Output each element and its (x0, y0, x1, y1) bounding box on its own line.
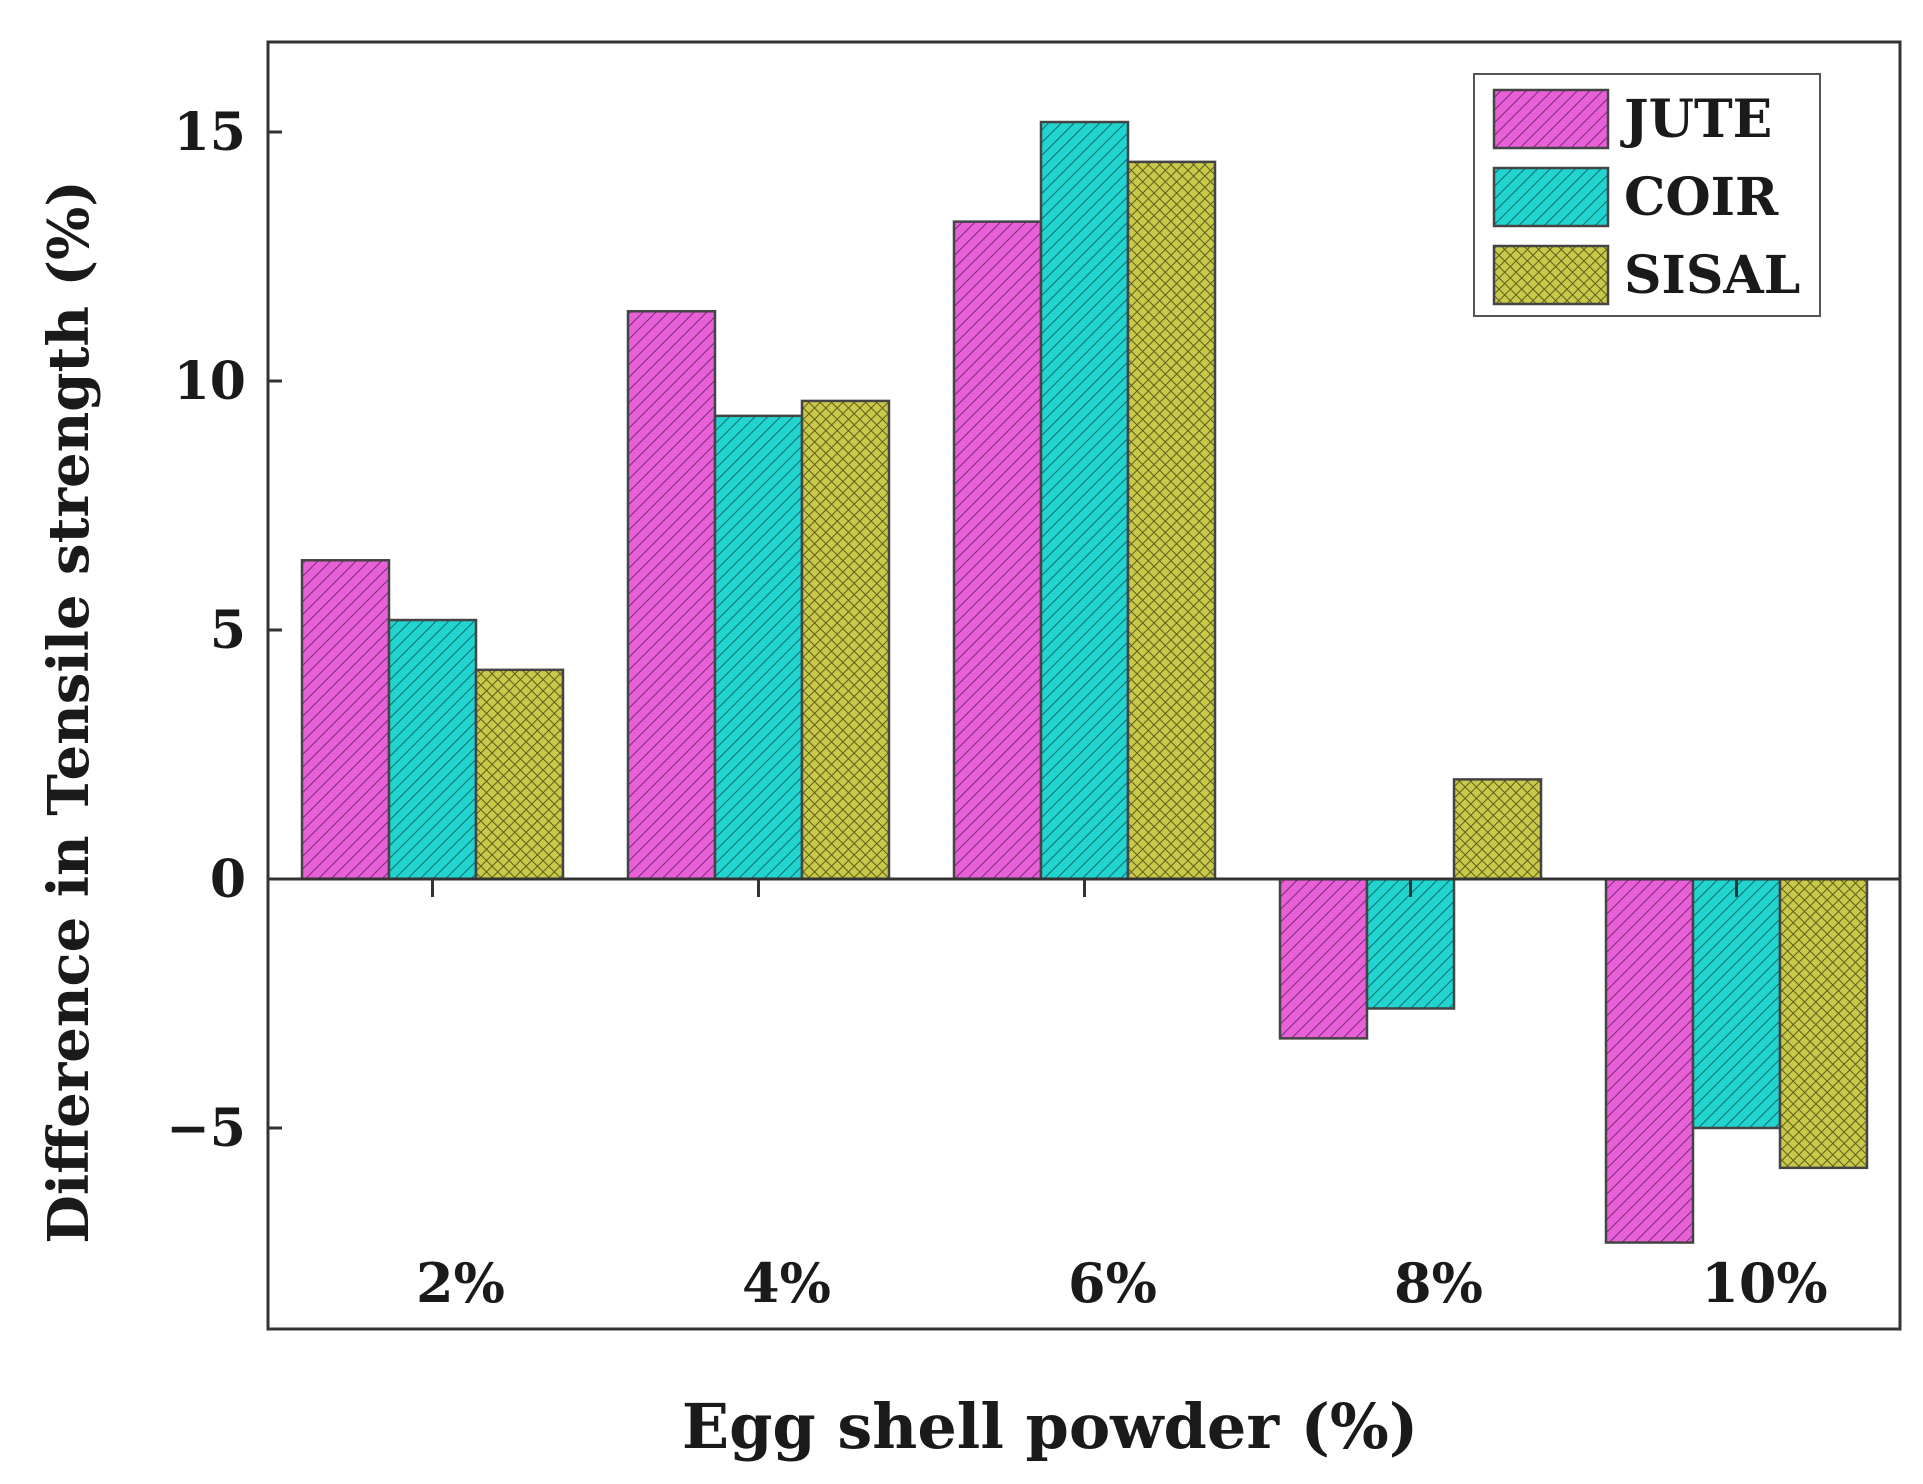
bar-sisal-0 (474, 668, 565, 881)
legend: JUTE COIR SISAL (1473, 73, 1821, 317)
x-axis: 2% 4% 6% 8% 10% (416, 879, 1828, 1315)
y-axis: −5 0 5 10 15 (166, 102, 282, 1159)
x-tick-label: 8% (1394, 1251, 1483, 1315)
y-tick-label: 5 (210, 600, 246, 661)
bar-sisal-2 (1126, 160, 1217, 881)
bar-coir-4 (1691, 877, 1782, 1130)
bar-sisal-4 (1778, 877, 1869, 1170)
bar-coir-1 (713, 414, 804, 881)
legend-label-sisal: SISAL (1624, 245, 1800, 306)
bar-jute-0 (300, 559, 391, 881)
bar-coir-2 (1039, 120, 1130, 881)
bar-jute-1 (626, 310, 717, 881)
bar-coir-0 (387, 618, 478, 881)
bar-jute-4 (1604, 877, 1695, 1244)
plot-frame (266, 40, 1902, 1331)
y-tick-label: 15 (174, 102, 246, 163)
bar-jute-3 (1278, 877, 1369, 1040)
y-tick-label: 10 (174, 351, 246, 412)
y-axis-title: Difference in Tensile strength (%) (36, 180, 102, 1243)
legend-label-coir: COIR (1624, 167, 1779, 228)
legend-swatch-coir (1492, 166, 1610, 228)
y-tick-label: −5 (166, 1098, 246, 1159)
y-tick-label: 0 (210, 849, 246, 910)
legend-swatch-jute (1492, 88, 1610, 150)
x-tick-label: 2% (416, 1251, 505, 1315)
x-tick-label: 10% (1701, 1251, 1827, 1315)
bar-sisal-1 (800, 399, 891, 881)
x-axis-title: Egg shell powder (%) (682, 1390, 1418, 1463)
x-tick-label: 6% (1068, 1251, 1157, 1315)
bar-jute-2 (952, 220, 1043, 881)
legend-label-jute: JUTE (1620, 89, 1772, 150)
x-tick-label: 4% (742, 1251, 831, 1315)
legend-swatch-sisal (1492, 244, 1610, 306)
bar-coir-3 (1365, 877, 1456, 1010)
bar-sisal-3 (1452, 778, 1543, 881)
